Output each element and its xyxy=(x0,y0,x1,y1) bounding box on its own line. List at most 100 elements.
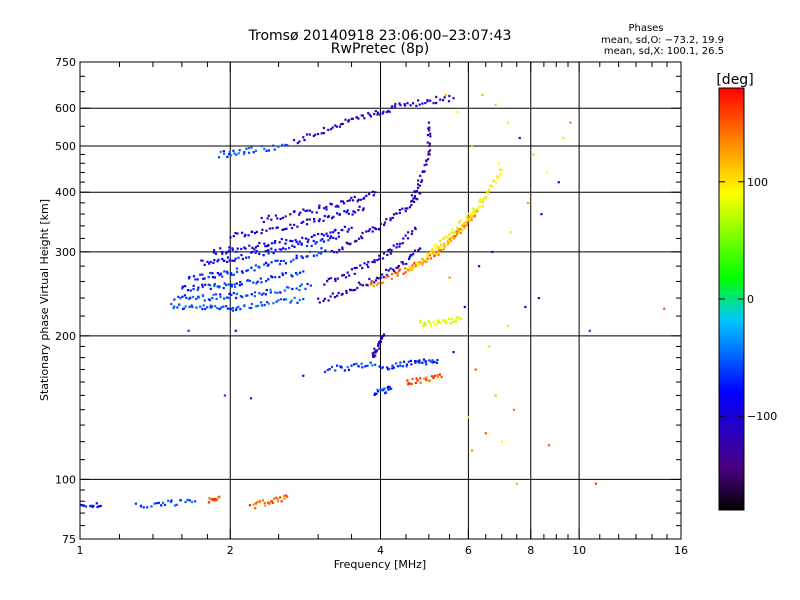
trace-26-point-0-4 xyxy=(256,500,259,504)
trace-12-point-10-2 xyxy=(426,100,429,103)
trace-2-point-1-0 xyxy=(192,284,195,287)
trace-7-point-2-0 xyxy=(293,210,296,213)
trace-18-point-0-2 xyxy=(381,366,385,369)
trace-1-point-8-1 xyxy=(279,291,282,294)
trace-20-point-2-2 xyxy=(387,388,390,391)
trace-6-point-8-0 xyxy=(351,213,354,216)
trace-12-point-7-5 xyxy=(393,105,397,108)
trace-10-point-0-1 xyxy=(332,251,336,254)
trace-14-point-0-1 xyxy=(370,282,373,285)
trace-5-point-9-2 xyxy=(340,228,343,232)
trace-2-point-3-4 xyxy=(224,284,228,287)
trace-0-point-8-5 xyxy=(282,298,286,301)
trace-0-point-5-0 xyxy=(230,307,233,311)
trace-4-point-6-0 xyxy=(278,248,281,251)
trace-9-point-0-2 xyxy=(327,277,330,281)
trace-12-point-9-3 xyxy=(417,99,420,102)
trace-3-point-3-4 xyxy=(230,272,233,275)
trace-17-point-2-5 xyxy=(360,362,363,365)
trace-6-point-6-2 xyxy=(327,215,331,218)
trace-0-point-8-4 xyxy=(279,298,283,301)
trace-5-point-1-1 xyxy=(226,250,229,253)
trace-11-point-3-3 xyxy=(425,159,428,163)
trace-6-point-8-1 xyxy=(352,210,355,213)
trace-12-point-4-4 xyxy=(357,117,360,120)
trace-6-point-2-5 xyxy=(275,226,278,229)
trace-2-point-4-5 xyxy=(239,280,242,284)
trace-18-point-5-0 xyxy=(428,359,431,362)
trace-2-point-7-3 xyxy=(278,275,281,279)
trace-13-point-1-1 xyxy=(229,154,233,157)
trace-4-point-9-1 xyxy=(327,239,330,242)
trace-8-point-4-2 xyxy=(373,281,376,284)
trace-4-point-3-3 xyxy=(241,257,244,260)
trace-14-point-2-1 xyxy=(390,277,393,280)
trace-6-point-1-0 xyxy=(244,233,247,237)
trace-4-point-4-4 xyxy=(258,252,261,256)
trace-12-point-3-4 xyxy=(347,120,350,123)
trace-12-point-11-4 xyxy=(447,100,451,103)
trace-0-point-2-2 xyxy=(199,305,202,308)
trace-18-point-1-3 xyxy=(395,362,398,365)
trace-12-point-11-5 xyxy=(448,94,451,98)
trace-3-point-5-1 xyxy=(253,269,256,272)
trace-26-point-2-4 xyxy=(274,496,277,499)
trace-5-point-end xyxy=(350,226,353,229)
trace-5-point-4-2 xyxy=(267,244,270,247)
trace-12-point-7-0 xyxy=(385,111,388,114)
trace-12-point-6-1 xyxy=(376,111,380,114)
trace-26-point-1-0 xyxy=(258,500,261,504)
trace-24-point-1-2 xyxy=(157,501,160,504)
trace-7-point-7-2 xyxy=(365,194,368,197)
trace-3-point-8-3 xyxy=(301,256,304,259)
trace-12-point-3-2 xyxy=(341,122,344,126)
trace-13-point-2-1 xyxy=(242,153,246,156)
trace-5-point-5-2 xyxy=(284,242,287,245)
trace-4-point-1-1 xyxy=(213,258,216,262)
trace-5-point-1-2 xyxy=(228,246,231,249)
trace-14-point-10-0 xyxy=(459,227,462,231)
trace-15-point-6-5 xyxy=(463,226,466,229)
scatter-point-16 xyxy=(488,345,491,348)
trace-4-point-4-2 xyxy=(254,251,257,254)
trace-9-point-4-3 xyxy=(378,257,381,260)
trace-0-point-6-2 xyxy=(243,304,246,307)
y-tick-label-1: 100 xyxy=(55,473,76,486)
trace-5-point-4-0 xyxy=(264,245,267,248)
trace-22-point-1-1 xyxy=(428,321,432,325)
trace-1-point-5-0 xyxy=(234,296,238,300)
trace-1-point-6-5 xyxy=(262,292,265,295)
trace-22-point-1-3 xyxy=(432,320,435,323)
trace-0-point-9-4 xyxy=(296,301,299,304)
trace-2-point-2-5 xyxy=(216,285,219,288)
trace-2-point-1-2 xyxy=(197,286,200,289)
trace-12-point-2-2 xyxy=(329,128,333,131)
trace-9-point-4-1 xyxy=(376,259,379,262)
trace-6-point-2-4 xyxy=(271,227,274,230)
trace-23-point-1-4 xyxy=(96,505,99,509)
trace-3-point-8-2 xyxy=(300,255,303,258)
trace-9-point-4-5 xyxy=(382,252,386,255)
trace-1-point-7-5 xyxy=(276,291,279,295)
y-tick-label-5: 500 xyxy=(55,140,76,153)
trace-6-point-0-5 xyxy=(243,235,246,238)
trace-1-point-9-2 xyxy=(299,284,302,288)
trace-4-point-9-0 xyxy=(322,240,326,243)
trace-0-point-4-1 xyxy=(220,306,223,309)
trace-2-point-1-3 xyxy=(201,283,204,286)
trace-14-point-1-1 xyxy=(382,281,385,284)
trace-11-point-5-1 xyxy=(426,133,430,137)
trace-14-point-6-1 xyxy=(428,254,431,257)
trace-2-point-6-4 xyxy=(265,279,268,283)
trace-10-point-2-2 xyxy=(361,237,364,240)
trace-0-point-2-3 xyxy=(201,307,204,311)
scatter-point-36 xyxy=(456,110,459,113)
trace-1-point-0-1 xyxy=(177,295,180,298)
trace-17-point-1-3 xyxy=(343,369,347,372)
trace-21-point-2-5 xyxy=(430,375,434,378)
trace-4-point-end xyxy=(337,235,341,238)
trace-8-point-5-4 xyxy=(385,268,388,271)
trace-26-point-3-1 xyxy=(279,496,282,499)
trace-24-point-1-3 xyxy=(160,504,163,507)
trace-20-point-2-4 xyxy=(388,385,391,389)
